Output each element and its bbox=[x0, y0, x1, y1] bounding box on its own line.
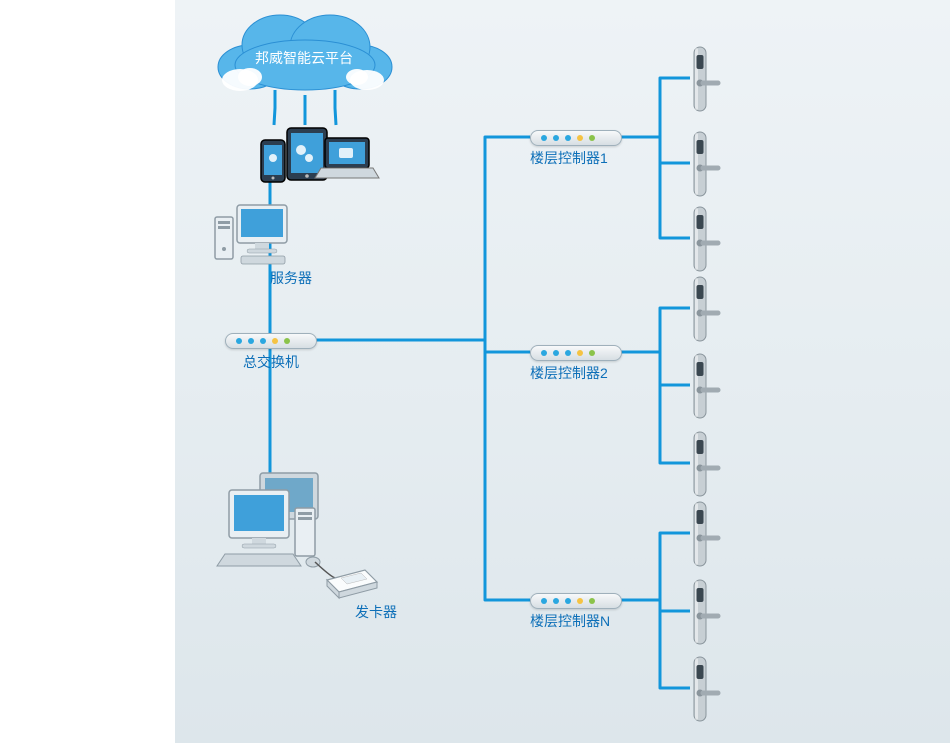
door-lock-icon bbox=[688, 275, 728, 347]
door-lock-icon bbox=[688, 500, 728, 572]
floor2-label: 楼层控制器2 bbox=[530, 363, 608, 383]
door-lock-icon bbox=[688, 655, 728, 727]
floor-controller-2-icon bbox=[530, 345, 622, 361]
card-label: 发卡器 bbox=[355, 602, 397, 622]
door-lock-icon bbox=[688, 130, 728, 202]
floorN-label: 楼层控制器N bbox=[530, 611, 610, 631]
door-lock-icon bbox=[688, 45, 728, 117]
diagram-stage: 邦威智能云平台 服务器 总交换机 发卡器 楼层控制器1 楼层控制器2 楼层控制器… bbox=[175, 0, 950, 743]
door-lock-icon bbox=[688, 352, 728, 424]
floor1-label: 楼层控制器1 bbox=[530, 148, 608, 168]
door-lock-icon bbox=[688, 578, 728, 650]
floor-controller-1-icon bbox=[530, 130, 622, 146]
door-lock-icon bbox=[688, 430, 728, 502]
floor-controller-n-icon bbox=[530, 593, 622, 609]
door-lock-icon bbox=[688, 205, 728, 277]
